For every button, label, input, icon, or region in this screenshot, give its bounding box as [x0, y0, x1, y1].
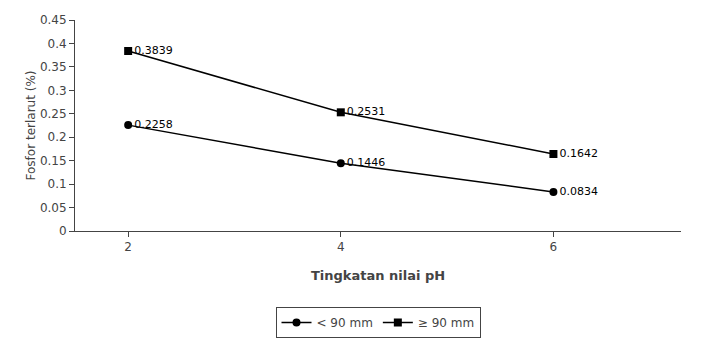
svg-text:0.0834: 0.0834 [559, 185, 598, 198]
svg-text:0.1: 0.1 [48, 177, 67, 191]
svg-text:0.1446: 0.1446 [347, 156, 386, 169]
svg-text:0.25: 0.25 [40, 107, 67, 121]
svg-text:6: 6 [550, 240, 558, 254]
svg-text:0.15: 0.15 [40, 154, 67, 168]
svg-text:Tingkatan nilai pH: Tingkatan nilai pH [311, 268, 445, 283]
svg-text:0.4: 0.4 [48, 37, 67, 51]
svg-text:0.45: 0.45 [40, 13, 67, 27]
svg-text:< 90 mm: < 90 mm [317, 316, 373, 330]
svg-text:0.05: 0.05 [40, 201, 67, 215]
svg-text:0.1642: 0.1642 [559, 147, 598, 160]
svg-text:2: 2 [124, 240, 132, 254]
svg-text:0.3: 0.3 [48, 84, 67, 98]
svg-text:≥ 90 mm: ≥ 90 mm [418, 316, 474, 330]
svg-text:0: 0 [59, 224, 67, 238]
svg-text:0.35: 0.35 [40, 60, 67, 74]
svg-text:0.2258: 0.2258 [134, 118, 173, 131]
svg-text:4: 4 [337, 240, 345, 254]
svg-text:0.3839: 0.3839 [134, 44, 173, 57]
svg-text:0.2531: 0.2531 [347, 105, 386, 118]
svg-text:Fosfor terlarut (%): Fosfor terlarut (%) [24, 71, 38, 181]
svg-text:0.2: 0.2 [48, 130, 67, 144]
